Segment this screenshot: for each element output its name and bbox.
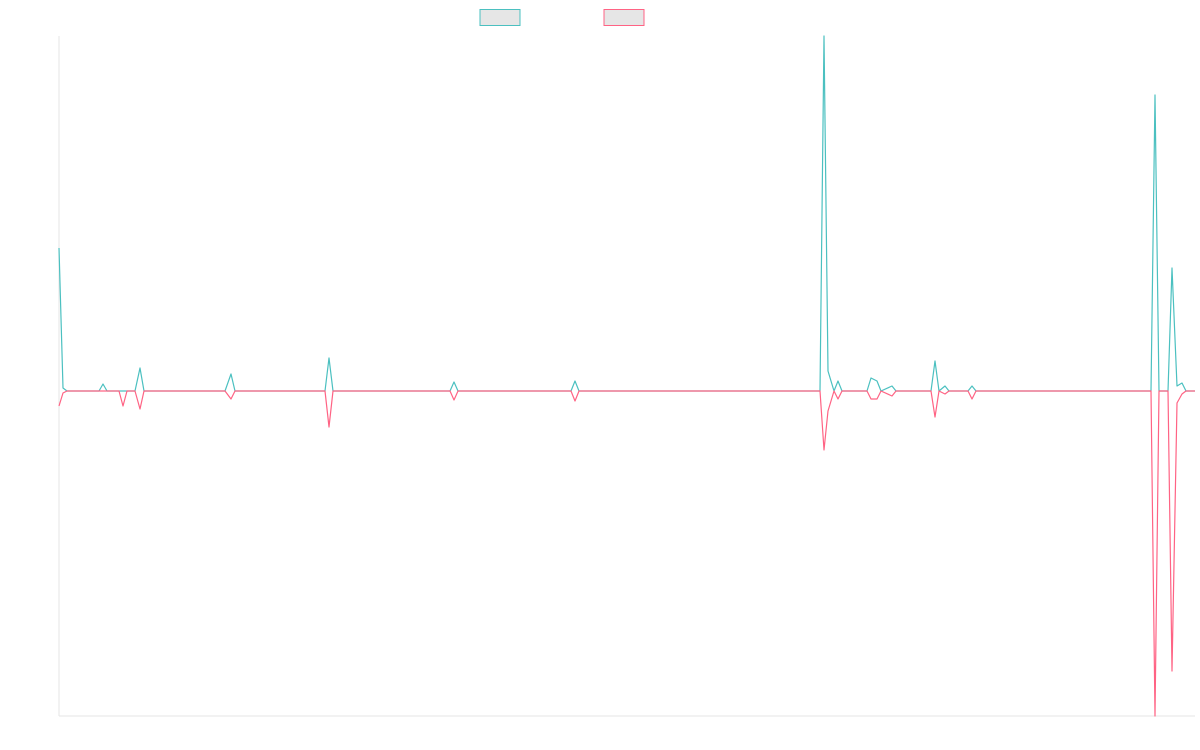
legend-swatch bbox=[603, 9, 645, 26]
legend-swatch bbox=[479, 9, 521, 26]
data-line bbox=[58, 390, 1195, 717]
data-line bbox=[58, 35, 1195, 392]
